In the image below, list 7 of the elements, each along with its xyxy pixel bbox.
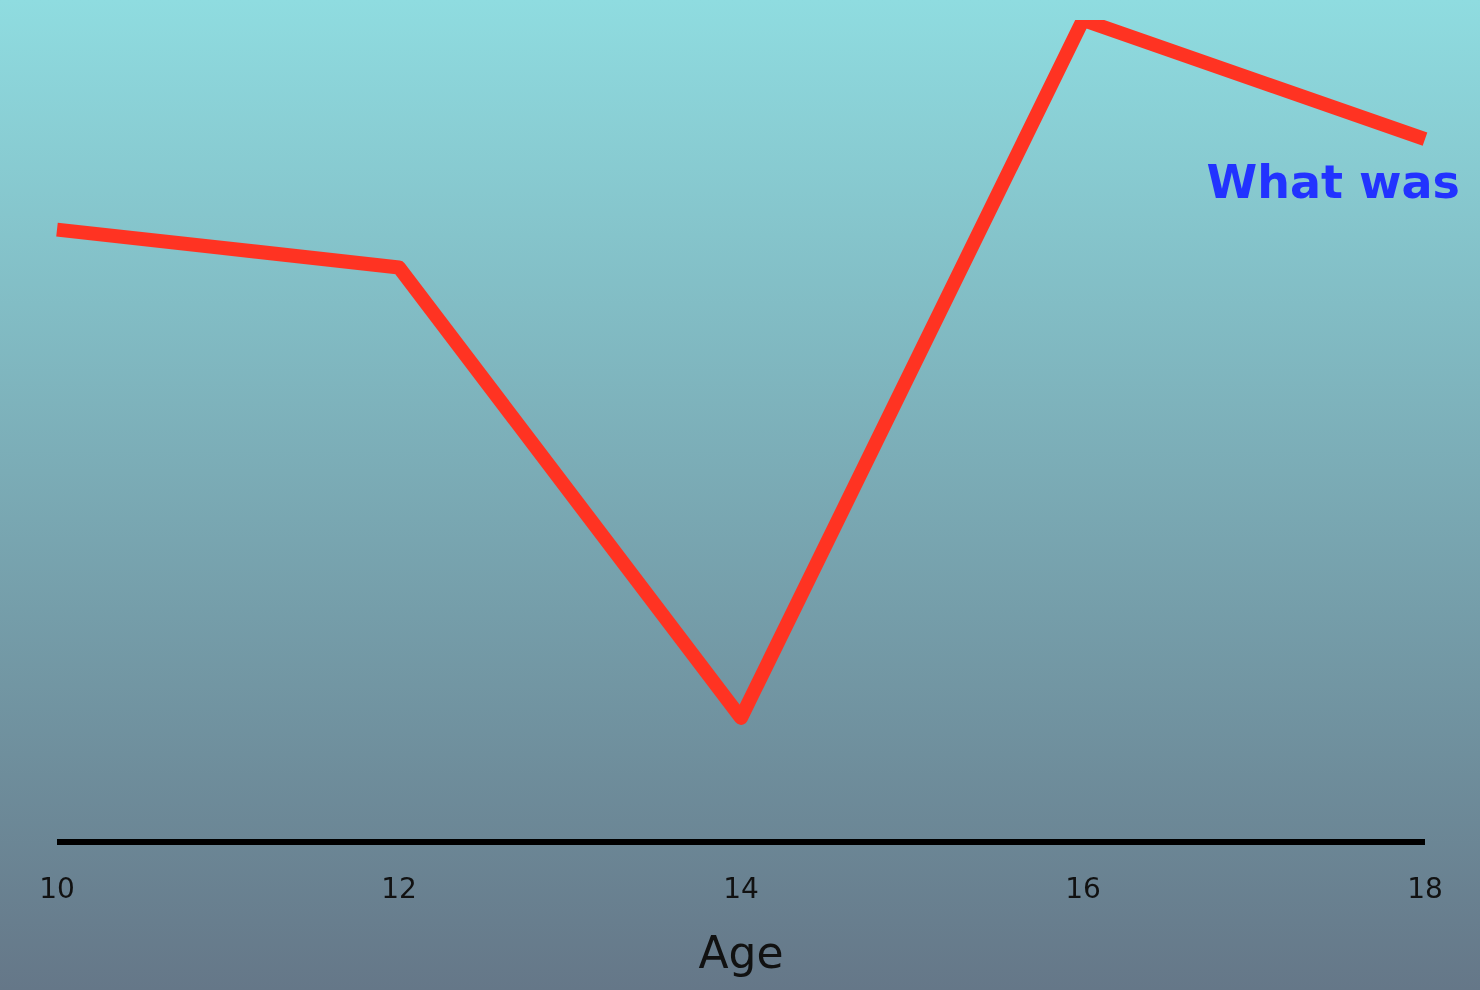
x-tick-label: 18	[1407, 871, 1443, 905]
x-tick-label: 14	[723, 871, 759, 905]
x-axis-title: Age	[698, 927, 784, 978]
annotation: What was	[1206, 155, 1460, 209]
x-tick-label: 16	[1065, 871, 1101, 905]
x-tick-label: 10	[39, 871, 75, 905]
x-tick-label: 12	[381, 871, 417, 905]
